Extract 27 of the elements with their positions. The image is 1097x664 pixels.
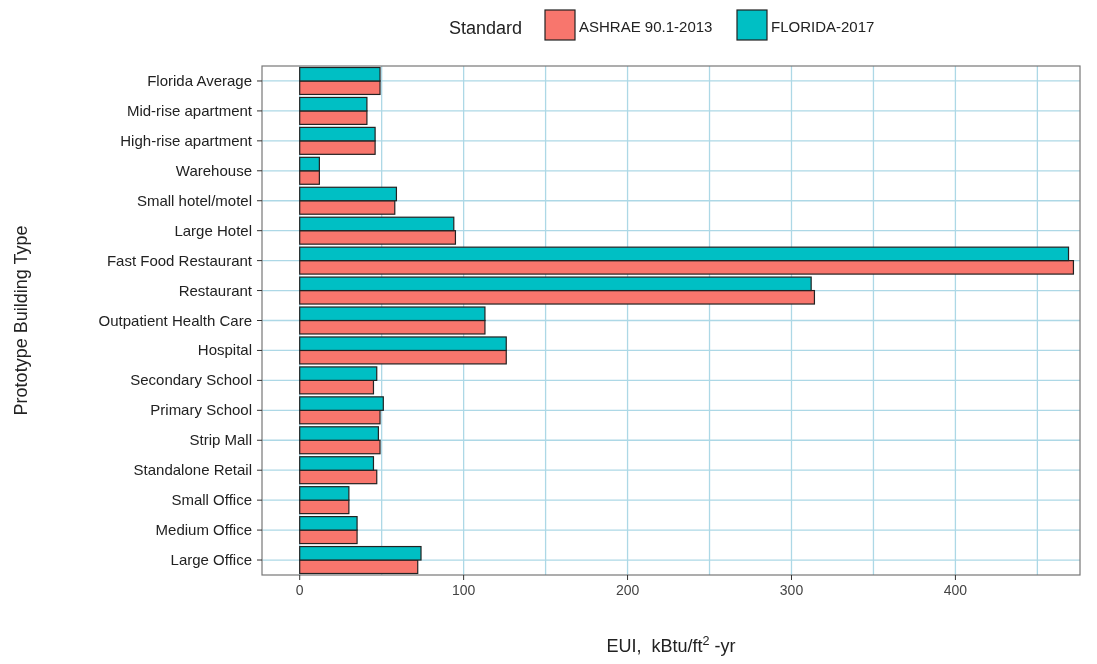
y-tick-label: Hospital [197,341,252,359]
legend-title: Standard [449,18,523,38]
y-tick-label: Small hotel/motel [136,191,252,209]
x-axis-title: EUI, kBtu/ft$^{2}$ -yr [606,634,736,656]
y-tick-label: Medium Office [155,521,252,539]
y-tick-label: Florida Average [147,71,252,89]
legend-label: ASHRAE 90.1-2013 [579,18,713,35]
y-axis-title: Prototype Building Type [11,225,31,416]
y-tick-label: Warehouse [175,161,252,179]
y-tick-label: Secondary School [130,371,252,389]
x-tick-label: 100 [451,582,476,598]
y-tick-label: High-rise apartment [120,131,253,149]
y-tick-label: Restaurant [178,281,253,299]
x-tick-label: 300 [779,582,804,598]
y-tick-label: Strip Mall [189,431,252,449]
y-tick-label: Large Hotel [174,221,252,239]
y-tick-label: Standalone Retail [133,461,252,479]
y-tick-label: Primary School [150,401,252,419]
y-tick-label: Fast Food Restaurant [106,251,253,269]
y-tick-label: Outpatient Health Care [98,311,252,329]
legend-label: FLORIDA-2017 [771,18,875,35]
y-tick-label: Large Office [170,551,252,569]
x-tick-label: 400 [943,582,968,598]
y-tick-label: Mid-rise apartment [126,101,253,119]
x-tick-label: 0 [295,582,304,598]
y-tick-label: Small Office [171,491,252,509]
x-tick-label: 200 [615,582,640,598]
